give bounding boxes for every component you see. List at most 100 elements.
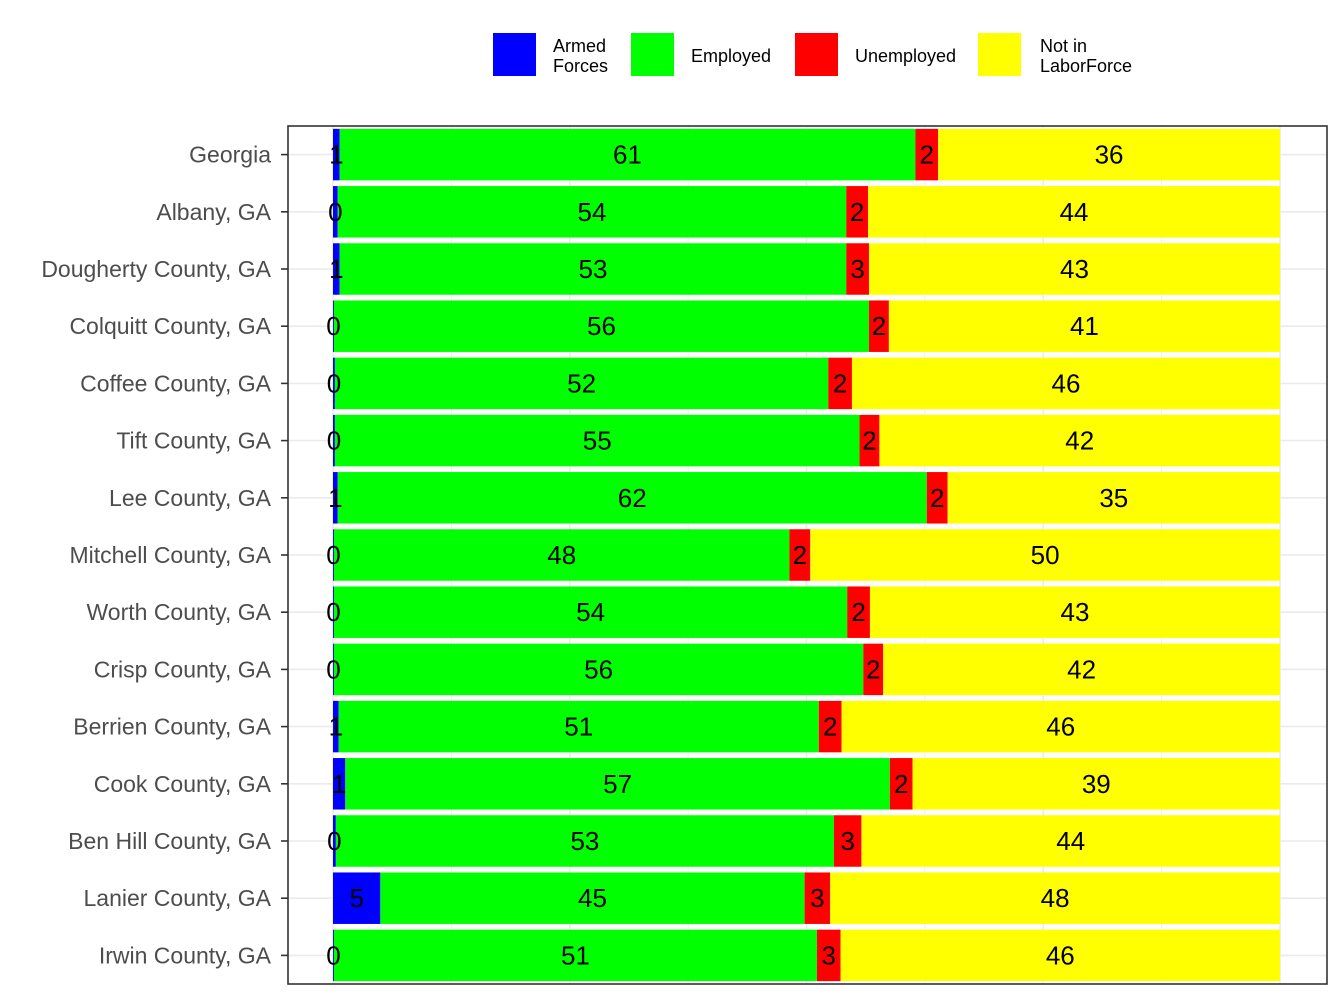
bar-segment [333, 186, 338, 238]
bar-labels: 1 61 2 360 54 2 441 53 3 430 56 2 410 52 2 460 55 2 421 62 2… [326, 140, 1128, 971]
bar-segment [380, 872, 805, 924]
bar-segment [333, 529, 334, 581]
bar-value-label: 53 [578, 254, 607, 284]
bar-value-label: 48 [1041, 883, 1070, 913]
bar-value-label: 0 [327, 426, 341, 456]
bar-value-label: 39 [1082, 769, 1111, 799]
bar-value-label: 48 [547, 540, 576, 570]
bar-value-label: 2 [894, 769, 908, 799]
bar-value-label: 62 [618, 483, 647, 513]
bar-value-label: 1 [329, 140, 343, 170]
bar-segment [863, 643, 884, 696]
bar-value-label: 3 [822, 940, 836, 970]
bar-segment [335, 815, 834, 867]
bar-value-label: 1 [329, 254, 343, 284]
bar-segment [333, 643, 334, 696]
bar-value-label: 2 [850, 197, 864, 227]
bar-value-label: 3 [850, 254, 864, 284]
bar-segment [333, 243, 340, 295]
y-tick-label: Georgia [189, 142, 271, 168]
y-tick-label: Lanier County, GA [83, 885, 271, 911]
bar-value-label: 5 [349, 883, 363, 913]
bar-segment [947, 472, 1280, 524]
bar-segment [868, 186, 1280, 238]
bar-value-label: 0 [328, 197, 342, 227]
bar-value-label: 42 [1067, 654, 1096, 684]
bar-segment [333, 357, 335, 410]
bar-segment [337, 186, 847, 238]
legend-label-not-in-laborforce: Not in LaborForce [1040, 36, 1133, 76]
bar-segment [789, 529, 811, 581]
bar-value-label: 2 [833, 368, 847, 398]
bar-value-label: 2 [872, 311, 886, 341]
legend-key-armed-forces [493, 33, 536, 76]
y-tick-label: Albany, GA [156, 199, 271, 225]
bar-segment [869, 586, 1280, 638]
bar-segment [333, 472, 338, 524]
bar-value-label: 35 [1099, 483, 1128, 513]
bar-segment [938, 128, 1280, 181]
bar-segment [846, 243, 870, 295]
bar-segment [334, 357, 829, 410]
bar-value-label: 56 [584, 654, 613, 684]
bar-value-label: 3 [840, 826, 854, 856]
bar-value-label: 2 [866, 654, 880, 684]
bar-segment [833, 815, 862, 867]
bar-value-label: 42 [1065, 426, 1094, 456]
bar-segment [915, 128, 939, 181]
y-tick-label: Worth County, GA [87, 599, 272, 625]
bar-value-label: 0 [326, 654, 340, 684]
bar-value-label: 44 [1060, 197, 1089, 227]
legend-key-unemployed [795, 33, 838, 76]
bar-segment [333, 300, 870, 352]
bar-segment [830, 872, 1280, 924]
bar-value-label: 46 [1046, 940, 1075, 970]
y-tick-label: Irwin County, GA [99, 942, 272, 968]
y-tick-label: Cook County, GA [94, 771, 272, 797]
bar-value-label: 0 [326, 597, 340, 627]
legend-label-armed-forces: Armed Forces [553, 36, 609, 76]
bar-value-label: 0 [326, 311, 340, 341]
bar-value-label: 54 [576, 597, 605, 627]
bar-value-label: 1 [329, 712, 343, 742]
bar-value-label: 1 [328, 483, 342, 513]
bar-segment [804, 872, 831, 924]
bar-segment [333, 586, 848, 638]
bar-segment [816, 929, 841, 982]
bar-segment [333, 758, 346, 810]
bar-segment [333, 586, 334, 638]
bar-value-label: 36 [1095, 140, 1124, 170]
bar-segment [818, 700, 842, 753]
bar-segment [333, 643, 864, 696]
bar-segment [333, 929, 334, 982]
bar-value-label: 0 [327, 826, 341, 856]
bar-segment [840, 929, 1280, 982]
bar-segment [846, 186, 869, 238]
bar-segment [339, 243, 847, 295]
bar-segment [841, 700, 1280, 753]
y-tick-label: Coffee County, GA [80, 370, 272, 396]
bar-value-label: 41 [1070, 311, 1099, 341]
bar-segment [334, 414, 860, 467]
bar-segment [333, 815, 336, 867]
bar-value-label: 2 [851, 597, 865, 627]
bar-value-label: 44 [1056, 826, 1085, 856]
bar-value-label: 52 [567, 368, 596, 398]
bar-value-label: 53 [570, 826, 599, 856]
bar-segment [333, 300, 334, 352]
bar-value-label: 2 [930, 483, 944, 513]
bar-value-label: 50 [1031, 540, 1060, 570]
y-tick-label: Crisp County, GA [94, 656, 272, 682]
y-tick-label: Berrien County, GA [73, 714, 271, 740]
bar-segment [883, 643, 1280, 696]
bar-segment [333, 700, 339, 753]
bar-value-label: 45 [578, 883, 607, 913]
legend-label-unemployed: Unemployed [855, 46, 957, 66]
bar-value-label: 56 [587, 311, 616, 341]
bar-segment [861, 815, 1280, 867]
bar-value-label: 51 [561, 940, 590, 970]
bar-value-label: 46 [1046, 712, 1075, 742]
bar-segment [345, 758, 890, 810]
bar-segment [847, 586, 870, 638]
